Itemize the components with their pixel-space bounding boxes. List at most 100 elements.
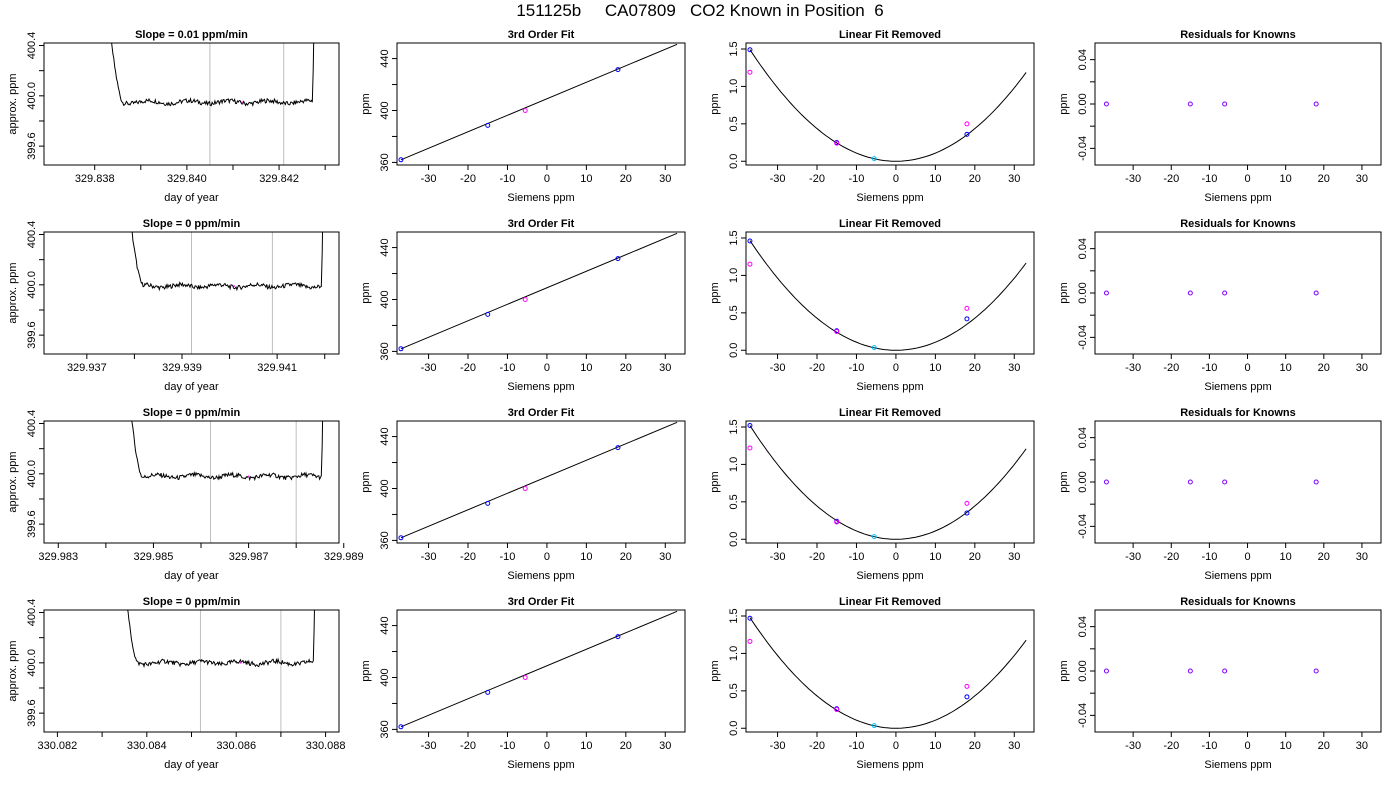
x-tick-label: -10 [849,173,865,185]
data-point [485,500,491,506]
x-axis-label: day of year [164,381,219,393]
x-tick-label: -10 [500,551,516,563]
y-tick-label: 1.0 [728,646,740,661]
data-point [398,535,404,541]
y-tick-label: 1.5 [728,230,740,245]
y-tick-label: 440 [379,427,391,445]
y-tick-label: 0.0 [728,532,740,547]
fit-curve [749,49,1027,162]
y-tick-label: 400.0 [26,649,38,677]
data-point [485,311,491,317]
chart-title: 3rd Order Fit [508,596,575,608]
plot-area [127,610,315,732]
x-tick-label: 10 [580,362,592,374]
y-tick-label: 1.5 [728,608,740,623]
x-tick-label: 20 [1318,362,1330,374]
data-point [964,121,970,127]
x-tick-label: 329.937 [67,362,107,374]
y-tick-label: 1.0 [728,457,740,472]
plot-area [747,422,1027,540]
y-axis-label: ppm [360,93,372,114]
y-tick-label: 0.00 [1077,660,1089,681]
trace-line [131,232,324,292]
chart-panel: 3rd Order Fit -30 -20 -10 0 10 20 30 360 400 440 Si… [360,29,686,204]
y-tick-label: -0.04 [1077,703,1089,728]
plot-frame [43,42,340,166]
fit-line [400,232,678,350]
y-tick-label: 399.6 [26,132,38,160]
data-point [964,316,970,322]
x-tick-label: 0 [544,740,550,752]
y-tick-label: 400.4 [26,599,38,627]
plot-frame [396,42,686,166]
data-point [834,140,840,146]
x-tick-label: -30 [1125,362,1141,374]
x-axis-label: day of year [164,759,219,771]
chart-title: Residuals for Knowns [1180,218,1296,230]
y-tick-label: 0.5 [728,683,740,698]
x-tick-label: -30 [421,362,437,374]
data-point [522,674,528,680]
chart-title: Slope = 0 ppm/min [143,218,241,230]
data-point [1313,668,1319,674]
y-axis-label: approx. ppm [7,73,19,134]
x-tick-label: -20 [809,173,825,185]
x-tick-label: 330.088 [306,740,346,752]
plot-area [747,238,1027,351]
y-tick-label: 440 [379,238,391,256]
x-tick-label: -10 [1201,362,1217,374]
x-tick-label: 330.086 [216,740,256,752]
x-tick-label: 330.084 [127,740,167,752]
y-tick-label: 400 [379,290,391,308]
trace-line [127,610,315,669]
y-tick-label: 0.04 [1077,616,1089,637]
x-tick-label: 20 [620,173,632,185]
plot-area [747,47,1027,162]
y-tick-label: 0.5 [728,116,740,131]
y-tick-label: 0.5 [728,305,740,320]
data-point [1187,479,1193,485]
x-tick-label: -10 [849,362,865,374]
y-tick-label: 0.00 [1077,93,1089,114]
x-tick-label: 20 [969,362,981,374]
x-tick-label: -30 [1125,740,1141,752]
y-axis-label: approx. ppm [7,640,19,701]
y-tick-label: 0.04 [1077,49,1089,70]
chart-title: Residuals for Knowns [1180,29,1296,41]
x-tick-label: 0 [544,551,550,563]
x-axis-label: Siemens ppm [1204,759,1271,771]
y-axis-label: ppm [360,282,372,303]
data-point [1103,479,1109,485]
data-point [747,47,753,53]
data-point [747,638,753,644]
plot-frame [745,42,1035,166]
plot-frame [745,609,1035,733]
y-tick-label: 0.0 [728,721,740,736]
x-tick-label: 30 [1356,551,1368,563]
y-tick-label: 1.5 [728,419,740,434]
x-tick-label: 30 [1356,362,1368,374]
x-tick-label: 30 [659,551,671,563]
data-point [871,156,877,162]
y-tick-label: 0.0 [728,343,740,358]
data-point [747,238,753,244]
chart-panel: Slope = 0 ppm/min 329.983 329.985 329.987 32… [7,407,364,582]
x-tick-label: 30 [1008,551,1020,563]
plot-frame [1094,420,1382,544]
x-tick-label: -10 [500,740,516,752]
x-tick-label: -30 [770,173,786,185]
y-tick-label: 400.0 [26,82,38,110]
data-point [1313,290,1319,296]
data-point [1313,479,1319,485]
y-axis-label: ppm [709,660,721,681]
data-point [1103,668,1109,674]
chart-title: Residuals for Knowns [1180,596,1296,608]
chart-panel: Linear Fit Removed -30 -20 -10 0 10 20 30 0.0 0.5… [709,29,1035,204]
x-tick-label: -20 [460,740,476,752]
y-tick-label: 1.0 [728,79,740,94]
data-point [964,683,970,689]
y-axis-label: ppm [709,282,721,303]
data-point [871,345,877,351]
chart-panel: Residuals for Knowns -30 -20 -10 0 10 20 30 -0.0… [1058,407,1382,582]
plot-area [398,232,678,352]
